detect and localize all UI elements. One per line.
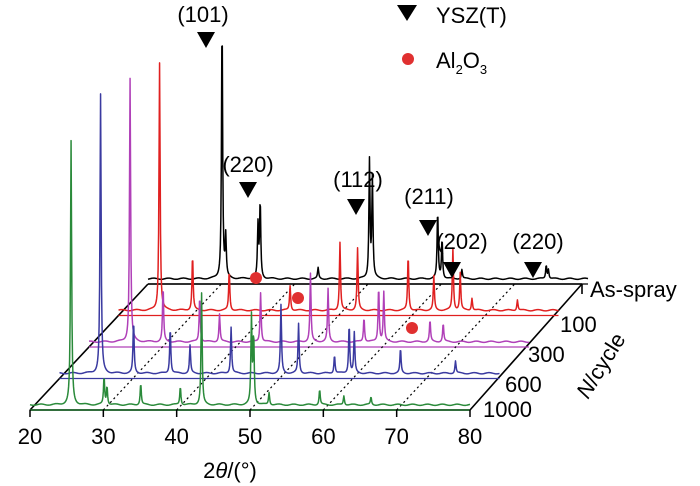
peak-label-101: (101) [177,2,228,27]
dotted-guide [396,283,516,411]
peak-label-220a: (220) [222,152,273,177]
x-ticks: 20 30 40 50 60 70 80 [18,410,482,449]
ysz-marker-icon [419,220,437,236]
peak-label-211: (211) [404,184,454,209]
peak-labels: (101) (220) (112) (211) (202) (220) [177,2,563,254]
legend: YSZ(T) Al2O3 [397,3,507,77]
series-label-5: 1000 [483,397,532,422]
peak-label-202: (202) [436,229,487,254]
dotted-guide [176,283,296,411]
series-trace-3 [88,77,530,344]
al2o3-marker-icon [406,322,418,334]
dotted-guide [322,283,442,411]
x-tick-label: 80 [458,424,482,449]
series-trace-2 [118,62,559,312]
legend-circle-icon [402,53,414,65]
ysz-marker-icon [347,199,365,215]
legend-al2o3-label: Al2O3 [436,48,487,77]
legend-ysz-label: YSZ(T) [436,3,507,28]
x-tick-label: 40 [164,424,188,449]
x-tick-label: 30 [91,424,115,449]
x-tick-label: 70 [384,424,408,449]
ysz-marker-icon [524,262,542,278]
series-trace-5 [29,139,471,407]
al2o3-marker-icon [292,292,304,304]
x-axis-title: 2θ/(°) [203,458,257,483]
ysz-marker-icon [443,262,461,278]
x-tick-label: 50 [238,424,262,449]
peak-label-112: (112) [333,167,383,192]
series-traces [29,45,589,407]
series-label-3: 300 [528,342,565,367]
peak-label-220b: (220) [512,229,563,254]
series-trace-4 [59,93,500,375]
peak-markers [197,32,542,334]
dotted-guides [102,283,516,411]
series-label-1: As-spray [590,277,677,302]
legend-triangle-icon [397,5,417,21]
x-tick-label: 60 [311,424,335,449]
series-label-2: 100 [560,312,597,337]
x-tick-label: 20 [18,424,42,449]
ysz-marker-icon [239,182,257,198]
dotted-guide [102,283,222,411]
al2o3-marker-icon [250,272,262,284]
series-trace-1 [147,45,589,281]
dotted-guide [249,283,369,411]
depth-axis-title: N/cycle [571,328,630,402]
series-label-4: 600 [505,372,542,397]
ysz-marker-icon [197,32,215,48]
